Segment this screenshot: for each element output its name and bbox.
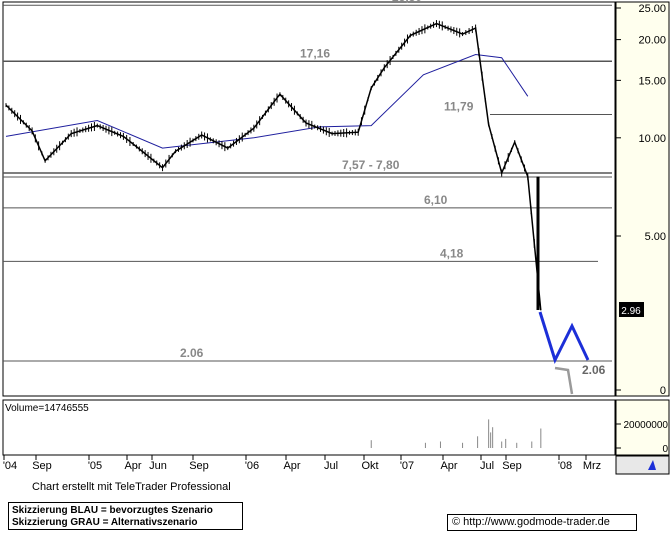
- scenario-blue-path: [538, 311, 590, 364]
- level-label: 25,50: [392, 0, 422, 4]
- y-tick-label: 20.00: [638, 35, 666, 47]
- level-label: 2.06: [180, 346, 204, 360]
- x-tick-label: Jul: [324, 460, 338, 472]
- chart-credit: Chart erstellt mit TeleTrader Profession…: [32, 481, 231, 493]
- volume-tick-label: 20000000: [624, 420, 669, 431]
- scenario-legend: Skizzierung BLAU = bevorzugtes Szenario …: [8, 502, 243, 530]
- chart-tool-icon[interactable]: [648, 460, 656, 470]
- last-price-box: [619, 302, 644, 317]
- scenario-blue-note: Skizzierung BLAU = bevorzugtes Szenario: [12, 505, 213, 516]
- volume-label: Volume=14746555: [5, 403, 89, 414]
- scenario-grey-path: [554, 366, 574, 395]
- source-url[interactable]: http://www.godmode-trader.de: [463, 516, 610, 528]
- x-tick-label: '08: [558, 460, 572, 472]
- volume-panel-frame: [2, 399, 616, 456]
- level-label: 17,16: [300, 46, 330, 60]
- y-tick-label: 0: [660, 385, 666, 397]
- x-tick-label: '05: [88, 460, 102, 472]
- level-label: 4,18: [440, 246, 464, 260]
- x-tick-label: Apr: [440, 460, 457, 472]
- level-label: 6,10: [424, 193, 448, 207]
- x-tick-label: '04: [3, 460, 17, 472]
- source-link[interactable]: © http://www.godmode-trader.de: [447, 514, 637, 531]
- scenario-grey-note: Skizzierung GRAU = Alternativszenario: [12, 517, 198, 528]
- x-tick-label: Sep: [502, 460, 522, 472]
- x-tick-label: Apr: [283, 460, 300, 472]
- target-label: 2.06: [582, 363, 606, 377]
- chart-corner-button[interactable]: [615, 455, 670, 475]
- y-tick-label: 15.00: [638, 75, 666, 87]
- y-tick-label: 25.00: [638, 3, 666, 15]
- price-axis-panel: [615, 1, 670, 397]
- x-tick-label: Okt: [361, 460, 378, 472]
- x-tick-label: Apr: [124, 460, 141, 472]
- level-label: 7,57 - 7,80: [342, 158, 400, 172]
- x-tick-label: '06: [245, 460, 259, 472]
- price-line: [5, 22, 542, 311]
- price-panel-frame: [2, 1, 616, 397]
- x-tick-label: Sep: [32, 460, 52, 472]
- x-tick-label: '07: [400, 460, 414, 472]
- x-tick-label: Mrz: [583, 460, 601, 472]
- x-tick-label: Sep: [189, 460, 209, 472]
- x-tick-label: Jun: [149, 460, 167, 472]
- y-tick-label: 10.00: [638, 133, 666, 145]
- volume-tick-label: 0: [662, 444, 668, 455]
- level-label: 11,79: [444, 99, 474, 113]
- copyright-icon: ©: [452, 516, 461, 528]
- moving-average-line: [5, 53, 529, 149]
- y-tick-label: 5.00: [645, 231, 666, 243]
- volume-axis-panel: [615, 399, 670, 456]
- x-tick-label: Jul: [480, 460, 494, 472]
- last-price-label: 2.96: [621, 306, 641, 317]
